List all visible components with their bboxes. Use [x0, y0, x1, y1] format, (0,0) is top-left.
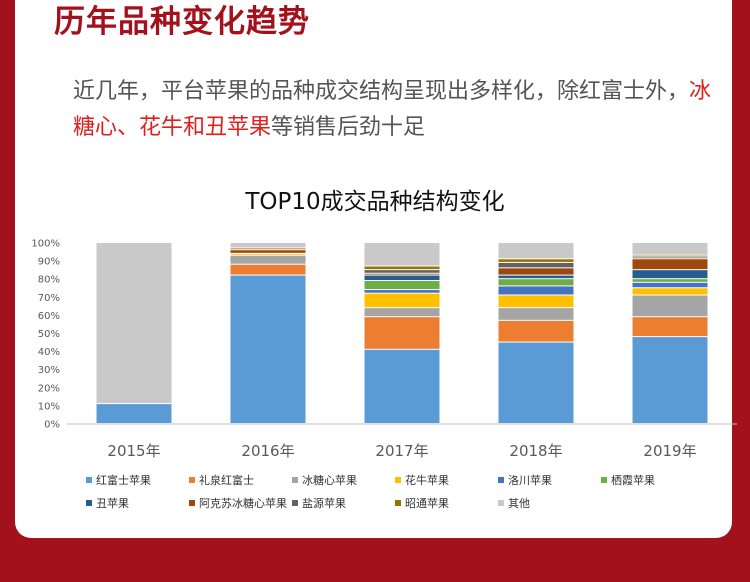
x-tick-label: 2016年: [241, 442, 294, 460]
bar-segment: [364, 266, 440, 270]
y-tick-label: 40%: [38, 347, 60, 358]
bar-segment: [632, 255, 708, 257]
legend-swatch: [189, 500, 195, 506]
bar-segment: [498, 295, 574, 308]
bar-segment: [96, 243, 172, 404]
bar-segment: [230, 255, 306, 264]
bar-segment: [498, 279, 574, 286]
legend-item: 盐源苹果: [292, 495, 395, 511]
legend-label: 其他: [508, 497, 530, 510]
legend-label: 洛川苹果: [508, 474, 552, 487]
bar-segment: [498, 259, 574, 262]
y-tick-label: 0%: [44, 420, 60, 431]
bar-segment: [632, 317, 708, 337]
bar-segment: [364, 281, 440, 290]
bar-segment: [230, 250, 306, 253]
legend-label: 丑苹果: [96, 497, 129, 510]
bar-segment: [96, 404, 172, 423]
x-tick-label: 2019年: [643, 442, 696, 460]
bar-segment: [498, 286, 574, 295]
bar-segment: [230, 253, 306, 255]
legend-swatch: [86, 477, 92, 483]
bar-segment: [364, 317, 440, 349]
bar-segment: [498, 262, 574, 268]
legend-item: 冰糖心苹果: [292, 472, 395, 488]
bar-segment: [364, 308, 440, 317]
legend-swatch: [498, 477, 504, 483]
y-tick-label: 70%: [38, 293, 60, 304]
bar-segment: [632, 337, 708, 423]
bar-segment: [364, 275, 440, 281]
bar-segment: [230, 275, 306, 423]
legend-item: 昭通苹果: [395, 495, 498, 511]
legend-item: 其他: [498, 495, 601, 511]
legend-item: 栖霞苹果: [601, 472, 704, 488]
bar-segment: [498, 308, 574, 320]
bar-segment: [632, 243, 708, 255]
y-tick-label: 50%: [38, 329, 60, 340]
y-tick-label: 100%: [31, 239, 60, 250]
y-tick-label: 90%: [38, 257, 60, 268]
legend-item: 洛川苹果: [498, 472, 601, 488]
intro-paragraph: 近几年，平台苹果的品种成交结构呈现出多样化，除红富士外，冰糖心、花牛和丑苹果等销…: [73, 74, 713, 146]
legend-item: 礼泉红富士: [189, 472, 292, 488]
bar-segment: [230, 264, 306, 275]
bar-segment: [632, 282, 708, 288]
chart-title: TOP10成交品种结构变化: [245, 189, 505, 215]
y-tick-label: 20%: [38, 383, 60, 394]
bar-segment: [364, 273, 440, 275]
legend-item: 丑苹果: [86, 495, 189, 511]
legend-label: 盐源苹果: [302, 497, 346, 510]
bar-segment: [632, 259, 708, 270]
bar-segment: [498, 342, 574, 423]
legend-label: 礼泉红富士: [199, 474, 254, 487]
legend-label: 花牛苹果: [405, 474, 449, 487]
bar-segment: [498, 275, 574, 279]
bar-segment: [498, 268, 574, 275]
legend-label: 昭通苹果: [405, 497, 449, 510]
bar-segment: [632, 288, 708, 295]
legend-label: 阿克苏冰糖心苹果: [199, 497, 287, 510]
bar-segment: [632, 257, 708, 259]
y-tick-label: 60%: [38, 311, 60, 322]
legend-swatch: [86, 500, 92, 506]
intro-text-1: 近几年，平台苹果的品种成交结构呈现出多样化，除红富士外，: [73, 79, 690, 104]
legend-item: 红富士苹果: [86, 472, 189, 488]
legend-swatch: [601, 477, 607, 483]
bar-segment: [498, 243, 574, 259]
bar-segment: [364, 293, 440, 308]
bar-segment: [364, 349, 440, 423]
bar-segment: [230, 243, 306, 248]
bar-segment: [632, 295, 708, 317]
x-tick-label: 2018年: [509, 442, 562, 460]
x-tick-label: 2017年: [375, 442, 428, 460]
chart-legend: 红富士苹果 礼泉红富士 冰糖心苹果 花牛苹果 洛川苹果 栖霞苹果丑苹果 阿克苏冰糖心苹果 盐源…: [86, 472, 706, 511]
legend-label: 冰糖心苹果: [302, 474, 357, 487]
bar-segment: [364, 243, 440, 266]
intro-highlight: 冰糖心、花牛和丑苹果: [73, 79, 712, 140]
legend-swatch: [395, 500, 401, 506]
legend-swatch: [292, 477, 298, 483]
intro-text-2: 等销售后劲十足: [271, 115, 426, 140]
bar-segment: [498, 320, 574, 342]
bar-segment: [364, 270, 440, 273]
legend-swatch: [498, 500, 504, 506]
legend-swatch: [292, 500, 298, 506]
bar-segment: [632, 279, 708, 282]
x-tick-label: 2015年: [107, 442, 160, 460]
legend-item: 花牛苹果: [395, 472, 498, 488]
legend-swatch: [189, 477, 195, 483]
y-tick-label: 80%: [38, 275, 60, 286]
legend-label: 红富士苹果: [96, 474, 151, 487]
bar-segment: [364, 290, 440, 293]
y-tick-label: 10%: [38, 401, 60, 412]
bar-segment: [230, 248, 306, 250]
page-title: 历年品种变化趋势: [54, 4, 310, 40]
legend-label: 栖霞苹果: [611, 474, 655, 487]
legend-swatch: [395, 477, 401, 483]
bar-segment: [632, 270, 708, 279]
stacked-bar-chart: 0% 10% 20% 30% 40% 50% 60% 70% 80% 90% 100% 2015年 20…: [31, 239, 737, 460]
y-tick-label: 30%: [38, 365, 60, 376]
legend-item: 阿克苏冰糖心苹果: [189, 495, 292, 511]
